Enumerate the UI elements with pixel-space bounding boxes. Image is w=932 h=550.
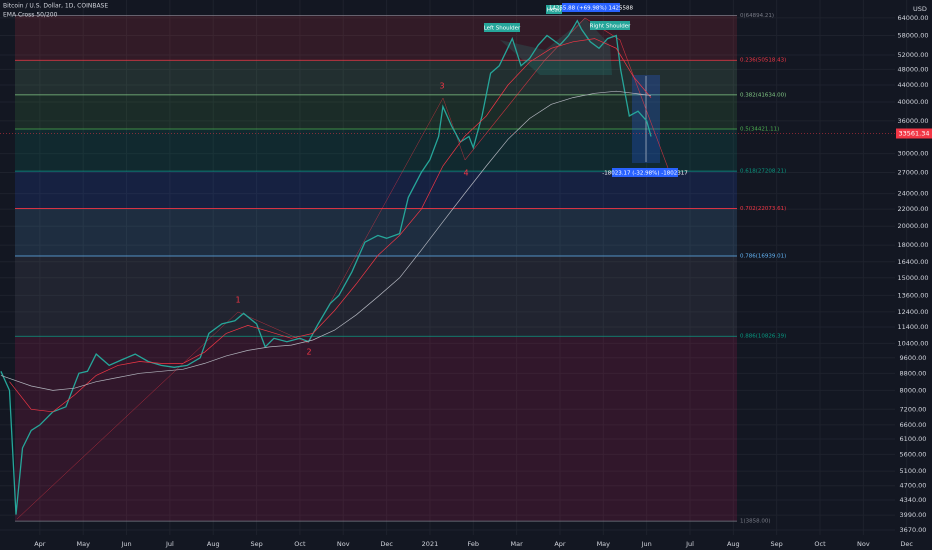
y-tick-label: 3990.00	[900, 511, 927, 519]
y-tick-label: 8000.00	[900, 386, 927, 394]
y-tick-label: 44000.00	[897, 81, 928, 89]
x-tick-label: Sep	[771, 540, 783, 548]
x-tick-label: Oct	[814, 540, 826, 548]
x-tick-label: Jun	[641, 540, 652, 548]
y-tick-label: 27000.00	[897, 168, 928, 176]
y-tick-label: 5100.00	[900, 467, 927, 475]
label-box	[612, 168, 678, 177]
y-tick-label: 5600.00	[900, 450, 927, 458]
x-tick-label: Jul	[165, 540, 174, 548]
x-tick-label: Dec	[380, 540, 393, 548]
wave-label: 3	[439, 82, 444, 91]
y-tick-label: 16400.00	[897, 258, 928, 266]
x-tick-label: Mar	[510, 540, 523, 548]
fib-band	[15, 171, 737, 209]
y-tick-label: 11400.00	[897, 323, 928, 331]
ema-line	[9, 38, 652, 413]
fib-label: 1(3858.00)	[740, 519, 771, 525]
y-tick-label: 58000.00	[897, 31, 928, 39]
fib-label: 0.236(50518.43)	[740, 58, 786, 64]
plot-background	[0, 0, 908, 535]
y-tick-label: 48000.00	[897, 65, 928, 73]
label-box	[484, 23, 520, 32]
indicator-name: EMA Cross 50/200	[3, 12, 58, 19]
fib-label: 0.5(34421.11)	[740, 126, 779, 132]
y-tick-label: 30000.00	[897, 150, 928, 158]
x-tick-label: Aug	[727, 540, 740, 548]
ema-line	[0, 90, 652, 391]
x-tick-label: Sep	[250, 540, 262, 548]
y-tick-label: 18000.00	[897, 241, 928, 249]
fib-band	[15, 94, 737, 129]
x-tick-label: Dec	[900, 540, 913, 548]
fib-band	[15, 256, 737, 337]
x-tick-label: Oct	[294, 540, 306, 548]
currency: USD	[913, 5, 927, 13]
y-tick-label: 7200.00	[900, 405, 927, 413]
y-tick-label: 22000.00	[897, 205, 928, 213]
annotation: Head	[547, 8, 561, 14]
y-tick-label: 40000.00	[897, 98, 928, 106]
y-tick-label: 9600.00	[900, 354, 927, 362]
y-tick-label: 6600.00	[900, 421, 927, 429]
x-tick-label: May	[76, 540, 90, 548]
wave-line	[16, 97, 466, 520]
fib-label: 0.886(10826.39)	[740, 334, 786, 340]
x-tick-label: Nov	[857, 540, 870, 548]
annotation: Left Shoulder	[484, 26, 521, 32]
y-tick-label: 4700.00	[900, 482, 927, 490]
fib-label: 0(64894.21)	[740, 13, 774, 19]
fib-label: 0.618(27208.21)	[740, 169, 786, 175]
y-tick-label: 20000.00	[897, 222, 928, 230]
x-tick-label: Feb	[468, 540, 480, 548]
fib-band	[15, 336, 737, 522]
x-tick-label: Apr	[34, 540, 46, 548]
annotation: Right Shoulder	[590, 24, 631, 30]
label-box	[590, 21, 630, 30]
trend-line	[464, 17, 669, 169]
y-tick-label: 52000.00	[897, 51, 928, 59]
fib-label: 0.786(16939.01)	[740, 254, 786, 260]
y-tick-label: 15000.00	[897, 274, 928, 282]
fib-band	[15, 128, 737, 172]
y-tick-label: 64000.00	[897, 14, 928, 22]
wave-label: 2	[306, 348, 311, 357]
y-tick-label: 12400.00	[897, 308, 928, 316]
annotation: 14255.88 (+69.98%) 1425588	[549, 6, 634, 12]
price-line	[0, 19, 652, 515]
x-tick-label: Apr	[554, 540, 566, 548]
x-tick-label: May	[597, 540, 611, 548]
y-tick-label: 6100.00	[900, 435, 927, 443]
fib-band	[15, 208, 737, 257]
x-tick-label: Jun	[120, 540, 131, 548]
annotation: -18023.17 (-32.98%) -1802317	[602, 171, 688, 177]
label-box	[562, 3, 620, 12]
chart-title: Bitcoin / U.S. Dollar, 1D, COINBASE	[3, 3, 108, 10]
x-tick-label: 2021	[422, 540, 439, 548]
fib-label: 0.702(22073.61)	[740, 206, 786, 212]
x-tick-label: Aug	[207, 540, 220, 548]
y-tick-label: 10400.00	[897, 339, 928, 347]
fib-band	[15, 60, 737, 95]
wave-label: 1	[235, 296, 240, 305]
fib-label: 0.382(41634.00)	[740, 92, 786, 98]
y-tick-label: 24000.00	[897, 190, 928, 198]
x-tick-label: Nov	[337, 540, 350, 548]
y-tick-label: 4340.00	[900, 496, 927, 504]
y-tick-label: 3670.00	[900, 526, 927, 534]
label-box	[546, 5, 562, 14]
y-tick-label: 36000.00	[897, 117, 928, 125]
y-tick-label: 8800.00	[900, 369, 927, 377]
wave-label: 4	[463, 169, 468, 178]
last-price-label: 33561.34	[898, 129, 929, 137]
last-price-box	[896, 128, 932, 139]
x-tick-label: Jul	[685, 540, 694, 548]
y-tick-label: 13600.00	[897, 291, 928, 299]
